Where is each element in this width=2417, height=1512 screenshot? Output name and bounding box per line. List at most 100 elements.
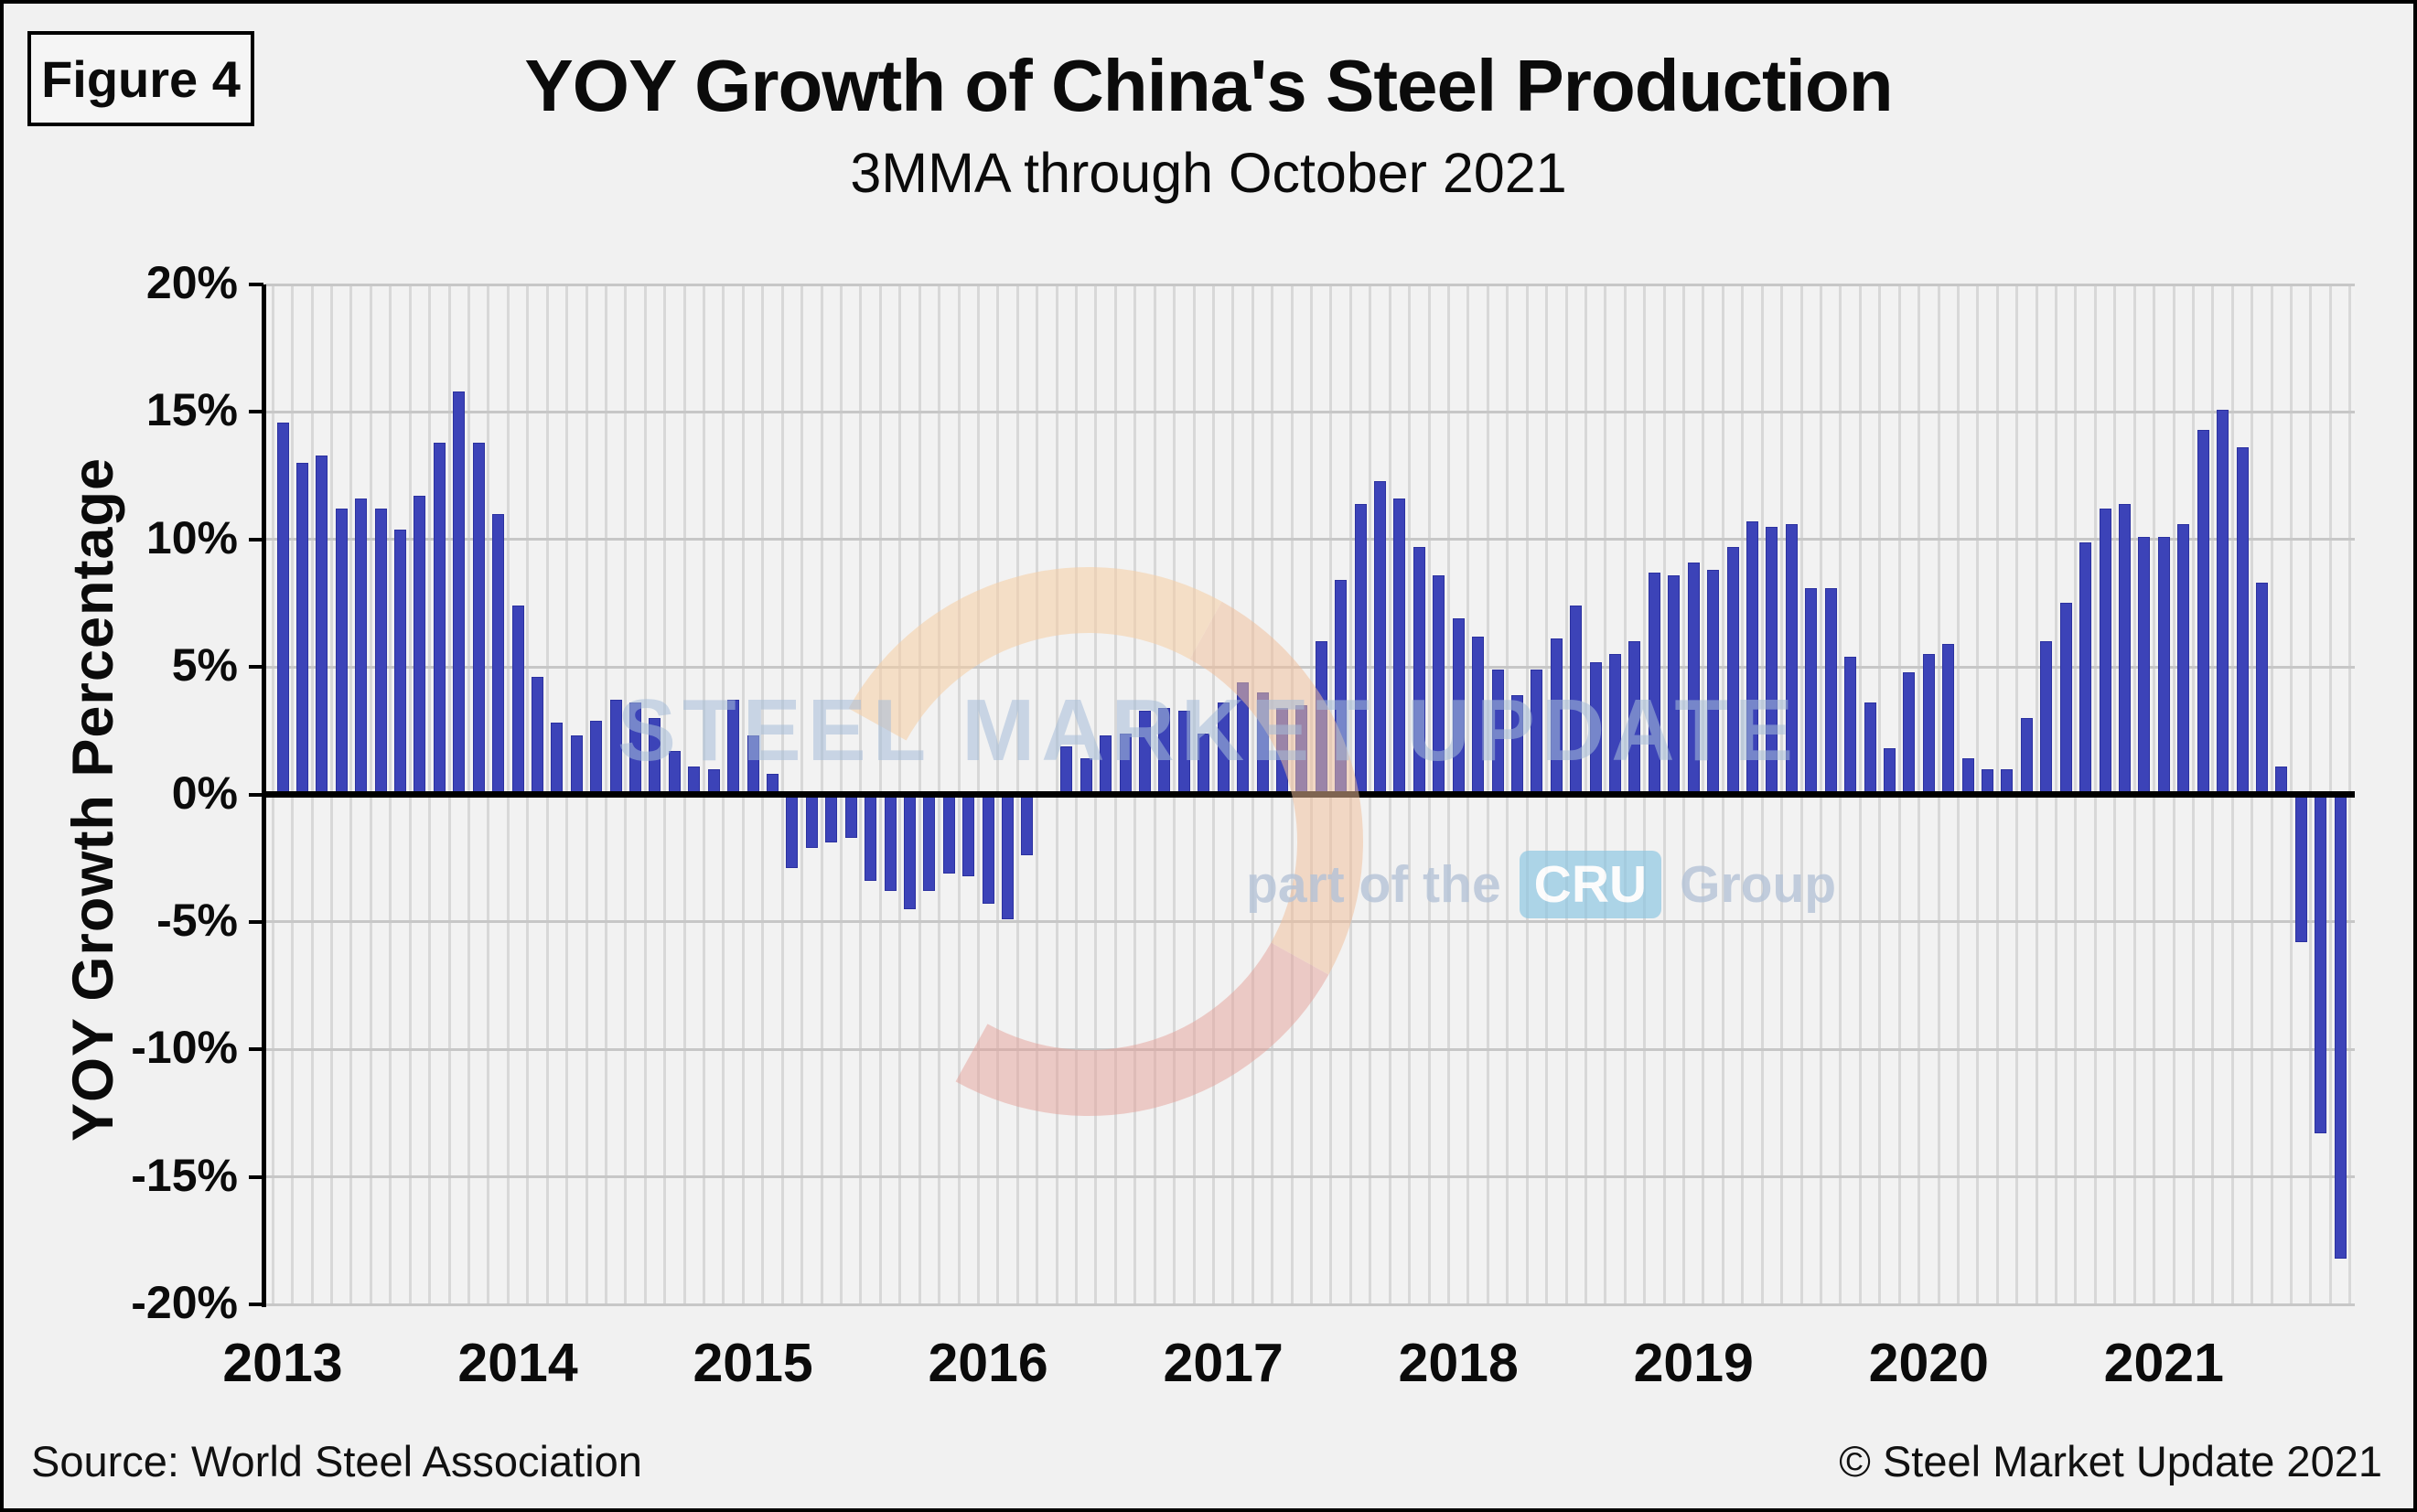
bar bbox=[786, 794, 799, 869]
bar bbox=[844, 794, 857, 838]
bar bbox=[1903, 671, 1916, 795]
y-axis-tick bbox=[249, 792, 263, 797]
bar bbox=[2197, 429, 2209, 795]
x-tick-label-year: 2016 bbox=[928, 1333, 1048, 1393]
y-axis-tick bbox=[249, 410, 263, 414]
bar bbox=[1433, 574, 1445, 795]
bar bbox=[374, 509, 387, 795]
watermark-brand-text: STEEL MARKET UPDATE bbox=[617, 681, 1800, 779]
bar bbox=[295, 463, 308, 795]
bar bbox=[1550, 638, 1563, 795]
y-axis-tick bbox=[249, 1303, 263, 1306]
copyright-notice: © Steel Market Update 2021 bbox=[1839, 1437, 2382, 1485]
gridline-horizontal bbox=[265, 1175, 2355, 1179]
zero-baseline bbox=[265, 791, 2355, 798]
y-axis-tick bbox=[249, 1174, 263, 1179]
bar bbox=[2079, 542, 2092, 795]
y-axis-spine bbox=[262, 284, 266, 1307]
bar bbox=[1687, 562, 1700, 795]
bar bbox=[1452, 618, 1465, 795]
gridline-horizontal bbox=[265, 920, 2355, 924]
bar bbox=[531, 677, 543, 795]
y-tick-label: -5% bbox=[156, 894, 238, 946]
bar bbox=[1766, 526, 1778, 795]
bar bbox=[1393, 499, 1406, 795]
bar bbox=[2236, 447, 2249, 795]
bar bbox=[1531, 669, 1543, 795]
bar bbox=[1002, 794, 1015, 920]
bar bbox=[2177, 524, 2190, 795]
bar bbox=[1746, 521, 1758, 795]
bar bbox=[1100, 735, 1112, 795]
x-tick-label-year: 2018 bbox=[1398, 1333, 1519, 1393]
cru-logo-badge: CRU bbox=[1519, 851, 1662, 918]
bar bbox=[394, 529, 407, 795]
bar bbox=[2118, 503, 2131, 795]
chart-subtitle: 3MMA through October 2021 bbox=[850, 142, 1567, 204]
bar bbox=[629, 702, 642, 795]
bar bbox=[903, 794, 916, 909]
y-tick-label: 0% bbox=[171, 767, 238, 819]
bar bbox=[2059, 603, 2072, 795]
bar bbox=[453, 391, 466, 795]
bar bbox=[865, 794, 877, 882]
bar bbox=[2255, 583, 2268, 795]
bar bbox=[1374, 480, 1387, 795]
bar bbox=[2157, 536, 2170, 795]
bar bbox=[276, 422, 289, 795]
bar bbox=[2217, 409, 2229, 795]
bar bbox=[1413, 547, 1425, 795]
bar bbox=[1609, 654, 1622, 795]
y-tick-label: 10% bbox=[145, 511, 238, 563]
bar bbox=[2001, 768, 2014, 795]
bar bbox=[1785, 524, 1798, 795]
y-axis-tick bbox=[249, 919, 263, 924]
bar bbox=[1982, 768, 1994, 795]
bar bbox=[492, 513, 505, 795]
bar bbox=[1864, 702, 1876, 795]
y-tick-label: 15% bbox=[145, 384, 238, 436]
bar bbox=[1942, 644, 1955, 795]
bar bbox=[1844, 656, 1857, 795]
bar bbox=[414, 496, 426, 795]
chart-title: YOY Growth of China's Steel Production bbox=[524, 45, 1893, 126]
watermark-tagline-prefix: part of the bbox=[1246, 855, 1501, 914]
bar bbox=[1961, 758, 1974, 795]
bar bbox=[942, 794, 955, 874]
bar bbox=[668, 751, 681, 795]
y-tick-label: -15% bbox=[131, 1149, 238, 1201]
x-tick-label-year: 2020 bbox=[1868, 1333, 1989, 1393]
bar bbox=[511, 606, 524, 795]
bar bbox=[767, 774, 779, 795]
y-tick-label: 5% bbox=[171, 639, 238, 692]
gridline-horizontal bbox=[265, 665, 2355, 669]
bar bbox=[433, 442, 446, 795]
bar bbox=[1237, 681, 1250, 795]
y-axis-tick bbox=[249, 665, 263, 670]
bar bbox=[884, 794, 897, 892]
x-tick-label-year: 2014 bbox=[457, 1333, 578, 1393]
bar bbox=[551, 723, 564, 795]
bar bbox=[570, 735, 583, 795]
bar bbox=[2315, 794, 2327, 1134]
bar bbox=[747, 735, 759, 795]
bar bbox=[1275, 707, 1288, 795]
gridline-horizontal bbox=[265, 1303, 2355, 1306]
bar bbox=[2294, 794, 2307, 943]
bar bbox=[2275, 766, 2288, 795]
bar bbox=[727, 700, 740, 795]
y-tick-label: -20% bbox=[131, 1277, 238, 1328]
bar bbox=[649, 717, 661, 795]
bar bbox=[1198, 733, 1210, 795]
x-tick-label-year: 2019 bbox=[1633, 1333, 1754, 1393]
y-axis-tick bbox=[249, 537, 263, 542]
bar bbox=[805, 794, 818, 849]
gridline-horizontal bbox=[265, 283, 2355, 286]
figure-number-label: Figure 4 bbox=[41, 49, 241, 108]
bar bbox=[590, 720, 603, 795]
bar bbox=[1138, 710, 1151, 795]
source-attribution: Source: World Steel Association bbox=[31, 1437, 642, 1485]
bar bbox=[707, 768, 720, 795]
bar bbox=[1158, 707, 1171, 795]
bar bbox=[1256, 692, 1269, 795]
